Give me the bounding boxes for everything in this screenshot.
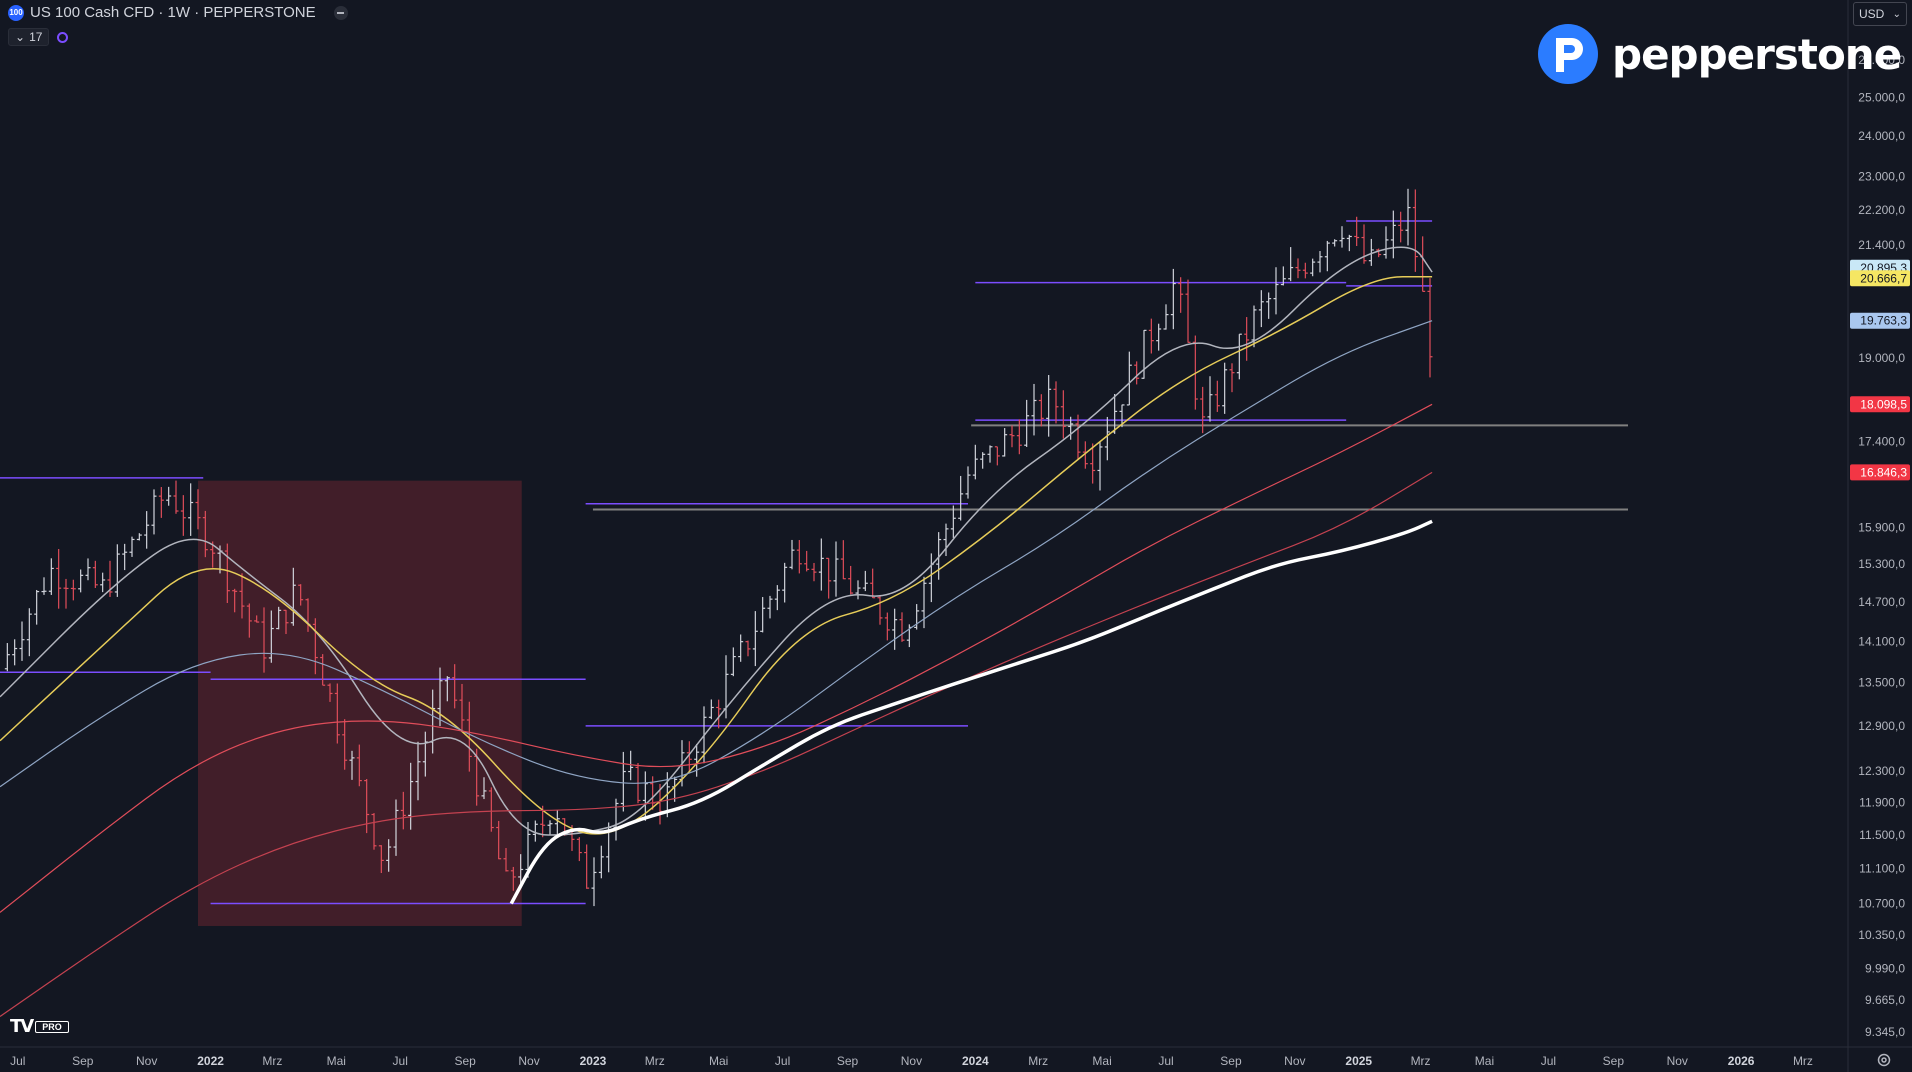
price-axis-label: 9.990,0 xyxy=(1865,962,1905,976)
time-axis-label: Nov xyxy=(518,1054,539,1068)
time-axis-label: 2023 xyxy=(580,1054,607,1068)
brand-name: pepperstone xyxy=(1612,29,1902,79)
time-axis-label: Nov xyxy=(1667,1054,1688,1068)
time-axis-label: Mai xyxy=(327,1054,346,1068)
price-axis-label: 9.665,0 xyxy=(1865,993,1905,1007)
time-axis-label: Mai xyxy=(709,1054,728,1068)
price-axis-label: 19.000,0 xyxy=(1858,351,1905,365)
price-axis-label: 11.100,0 xyxy=(1859,862,1905,876)
time-axis-label: Mai xyxy=(1475,1054,1494,1068)
price-tag xyxy=(1850,270,1910,287)
moving-average-line xyxy=(0,275,1433,835)
moving-average-line xyxy=(0,471,1433,1018)
currency-select[interactable]: USD ⌄ xyxy=(1853,2,1907,26)
highlight-zone xyxy=(198,480,522,926)
pro-badge: PRO xyxy=(35,1020,69,1033)
price-tag-label: 19.763,3 xyxy=(1860,314,1907,328)
symbol-title[interactable]: US 100 Cash CFD · 1W · PEPPERSTONE xyxy=(30,4,316,21)
time-axis-label: Mrz xyxy=(1411,1054,1431,1068)
time-axis-label: Sep xyxy=(837,1054,859,1068)
moving-average-line xyxy=(509,519,1433,905)
gear-icon[interactable] xyxy=(1876,1052,1892,1068)
time-axis-label: Mrz xyxy=(1793,1054,1813,1068)
moving-average-line xyxy=(0,403,1433,913)
price-axis-label: 24.000,0 xyxy=(1858,129,1905,143)
indicator-settings-icon[interactable] xyxy=(57,31,69,43)
brand-logo: pepperstone xyxy=(1536,22,1902,86)
indicators-toggle[interactable]: ⌄ 17 xyxy=(8,28,50,46)
time-axis-label: Sep xyxy=(72,1054,94,1068)
price-axis-label: 14.100,0 xyxy=(1858,634,1905,648)
price-tag-label: 16.846,3 xyxy=(1860,465,1907,479)
price-axis-label: 11.500,0 xyxy=(1859,828,1905,842)
indicator-row: ⌄ 17 xyxy=(8,28,69,46)
price-axis-label: 15.300,0 xyxy=(1858,557,1905,571)
time-axis-label: Sep xyxy=(1603,1054,1625,1068)
price-axis-label: 9.345,0 xyxy=(1865,1025,1905,1039)
price-tag-label: 18.098,5 xyxy=(1860,397,1907,411)
tv-mark: TV xyxy=(10,1016,34,1037)
price-axis-label: 15.900,0 xyxy=(1858,520,1905,534)
time-axis-label: Mrz xyxy=(645,1054,665,1068)
price-tag xyxy=(1850,464,1910,481)
price-tag xyxy=(1850,312,1910,329)
price-axis[interactable]: 26.000,0 25.000,0 24.000,0 23.000,0 22.200,0… xyxy=(1858,53,1905,1039)
currency-label: USD xyxy=(1859,7,1885,21)
time-axis-label: Jul xyxy=(775,1054,790,1068)
time-axis-label: 2022 xyxy=(197,1054,224,1068)
price-tag xyxy=(1850,396,1910,413)
symbol-badge: 100 xyxy=(8,4,24,21)
time-axis-label: Nov xyxy=(136,1054,157,1068)
time-axis-label: Nov xyxy=(901,1054,922,1068)
time-axis-label: 2026 xyxy=(1728,1054,1755,1068)
time-axis-label: Mai xyxy=(1092,1054,1111,1068)
time-axis-label: Mrz xyxy=(1028,1054,1048,1068)
price-axis-label: 21.400,0 xyxy=(1858,238,1905,252)
chart-header: 100 US 100 Cash CFD · 1W · PEPPERSTONE xyxy=(8,4,348,21)
time-axis-label: Sep xyxy=(454,1054,476,1068)
tradingview-logo[interactable]: TV PRO xyxy=(10,1016,69,1037)
time-axis-label: Nov xyxy=(1284,1054,1305,1068)
price-axis-label: 11.900,0 xyxy=(1859,796,1905,810)
price-axis-label: 10.350,0 xyxy=(1858,928,1905,942)
price-axis-label: 26.000,0 xyxy=(1858,53,1905,67)
minus-icon xyxy=(337,11,345,14)
price-axis-label: 23.000,0 xyxy=(1858,170,1905,184)
price-axis-label: 13.500,0 xyxy=(1858,676,1905,690)
time-axis-label: Mrz xyxy=(262,1054,282,1068)
time-axis-label: Sep xyxy=(1220,1054,1242,1068)
time-axis-label: Jul xyxy=(1158,1054,1173,1068)
time-axis-label: 2025 xyxy=(1345,1054,1372,1068)
moving-average-line xyxy=(0,246,1433,836)
time-axis-label: Jul xyxy=(1541,1054,1556,1068)
pepperstone-p-icon xyxy=(1538,24,1598,84)
price-axis-label: 14.700,0 xyxy=(1858,595,1905,609)
price-axis-label: 12.900,0 xyxy=(1858,719,1905,733)
chevron-down-icon: ⌄ xyxy=(1892,8,1901,20)
indicator-count: 17 xyxy=(29,30,43,44)
price-axis-label: 22.200,0 xyxy=(1858,203,1905,217)
price-axis-label: 10.700,0 xyxy=(1858,897,1905,911)
chevron-down-icon: ⌄ xyxy=(15,30,26,44)
time-axis-label: Jul xyxy=(393,1054,408,1068)
price-axis-label: 25.000,0 xyxy=(1858,90,1905,104)
time-axis-label: Jul xyxy=(10,1054,25,1068)
collapse-legend-button[interactable] xyxy=(333,5,348,20)
time-axis[interactable]: Jul Sep Nov 2022 Mrz Mai Jul Sep Nov 2023 Mrz Mai Ju… xyxy=(10,1054,1813,1068)
time-axis-label: 2024 xyxy=(962,1054,989,1068)
price-axis-label: 17.400,0 xyxy=(1858,435,1905,449)
price-tag-label: 20.666,7 xyxy=(1860,271,1907,285)
price-axis-label: 12.300,0 xyxy=(1858,764,1905,778)
